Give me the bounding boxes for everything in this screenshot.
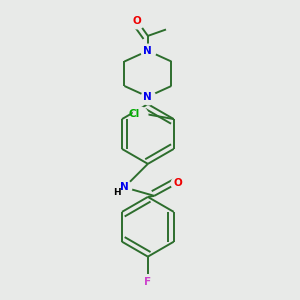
Text: N: N — [120, 182, 129, 192]
Text: H: H — [113, 188, 121, 197]
Text: O: O — [173, 178, 182, 188]
Text: N: N — [143, 46, 152, 56]
Text: N: N — [143, 92, 152, 102]
Text: F: F — [144, 277, 152, 287]
Text: O: O — [133, 16, 142, 26]
Text: Cl: Cl — [128, 109, 140, 119]
